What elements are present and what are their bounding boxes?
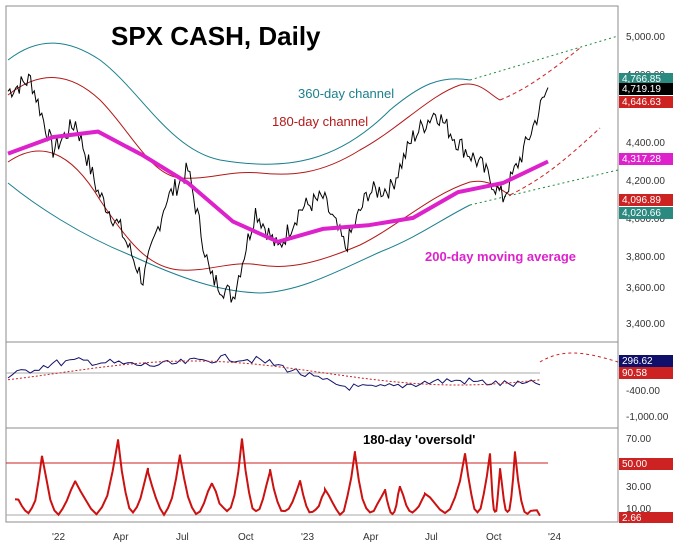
oscillator-panel: 296.62 90.58 -400.00 -1,000.00 — [6, 352, 673, 423]
channel-180-lower — [7, 150, 511, 271]
badge-oversold-last-text: 2.66 — [622, 513, 642, 524]
badge-oscillator — [619, 355, 673, 367]
channel-lines — [7, 35, 619, 294]
price-tick-3400: 3,400.00 — [626, 319, 665, 330]
price-tick-4400: 4,400.00 — [626, 138, 665, 149]
annotation-ma200: 200-day moving average — [425, 249, 576, 264]
osc-tick-neg400: -400.00 — [626, 386, 660, 397]
osc-tick-neg1000: -1,000.00 — [626, 412, 669, 423]
channel-180-upper-projection — [499, 47, 581, 101]
badge-ma200 — [619, 153, 673, 165]
badge-oscillator-avg — [619, 367, 673, 379]
channel-360-upper-projection — [469, 35, 619, 81]
x-tick-24: '24 — [548, 532, 561, 543]
oversold-oscillator-line — [14, 438, 541, 517]
annotation-oversold: 180-day 'oversold' — [363, 432, 475, 447]
badge-oversold-50-text: 50.00 — [622, 459, 647, 470]
badge-oversold-last — [619, 512, 673, 523]
badge-360-lower-text: 4,020.66 — [622, 208, 661, 219]
spx-price-line — [7, 73, 549, 303]
badge-180-upper-text: 4,646.63 — [622, 97, 661, 108]
oversold-tick-30: 30.00 — [626, 482, 651, 493]
channel-180-upper — [7, 77, 501, 179]
oversold-tick-70: 70.00 — [626, 434, 651, 445]
oscillator-average-line — [7, 360, 541, 386]
x-axis: '22 Apr Jul Oct '23 Apr Jul Oct '24 — [6, 521, 618, 543]
x-tick-23: '23 — [301, 532, 314, 543]
chart-title: SPX CASH, Daily — [111, 21, 321, 51]
price-tick-3800: 3,800.00 — [626, 252, 665, 263]
badge-oscillator-avg-text: 90.58 — [622, 368, 647, 379]
x-tick-22: '22 — [52, 532, 65, 543]
price-tick-4000: 4,000.00 — [626, 214, 665, 225]
badge-oscillator-text: 296.62 — [622, 356, 653, 367]
ma200-line — [7, 129, 549, 244]
channel-360-lower-projection — [469, 169, 619, 206]
oversold-tick-10: 10.00 — [626, 504, 651, 515]
x-tick-apr22: Apr — [113, 532, 129, 543]
channel-360-upper — [7, 42, 471, 165]
annotation-360-channel: 360-day channel — [298, 86, 394, 101]
badge-180-lower-text: 4,096.89 — [622, 195, 661, 206]
badge-oversold-50 — [619, 458, 673, 470]
x-tick-oct23: Oct — [486, 532, 502, 543]
oscillator-line — [7, 353, 541, 392]
x-tick-apr23: Apr — [363, 532, 379, 543]
x-tick-jul22: Jul — [176, 532, 189, 543]
badge-180-lower — [619, 194, 673, 206]
oscillator-projection — [539, 352, 619, 363]
badge-360-upper — [619, 73, 673, 84]
badge-last-price — [619, 83, 673, 95]
badge-360-upper-text: 4,766.85 — [622, 74, 661, 85]
x-tick-jul23: Jul — [425, 532, 438, 543]
channel-180-lower-projection — [509, 127, 601, 196]
badge-180-upper — [619, 96, 673, 108]
price-tick-4200: 4,200.00 — [626, 176, 665, 187]
annotation-180-channel: 180-day channel — [272, 114, 368, 129]
x-tick-oct22: Oct — [238, 532, 254, 543]
price-value-badges: 4,766.85 4,719.19 4,646.63 4,317.28 4,09… — [619, 73, 673, 219]
badge-ma200-text: 4,317.28 — [622, 154, 661, 165]
price-tick-5000: 5,000.00 — [626, 32, 665, 43]
oversold-panel: 180-day 'oversold' 70.00 30.00 10.00 50.… — [6, 432, 673, 524]
channel-360-lower — [7, 182, 471, 294]
badge-last-price-text: 4,719.19 — [622, 84, 661, 95]
badge-360-lower — [619, 207, 673, 219]
price-tick-3600: 3,600.00 — [626, 283, 665, 294]
